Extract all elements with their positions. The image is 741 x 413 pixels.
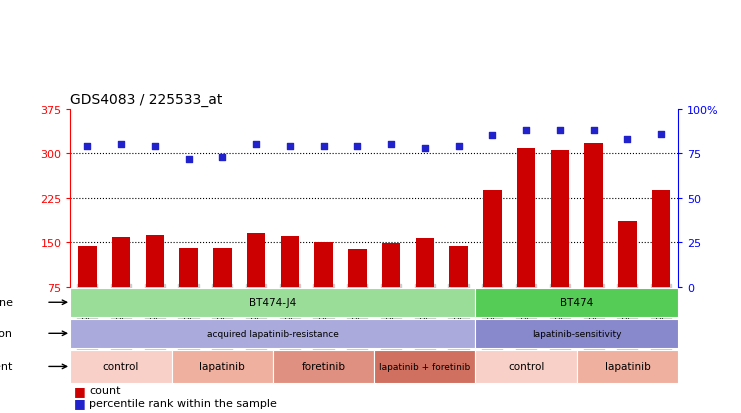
Text: ■: ■	[74, 396, 86, 409]
Point	[453, 143, 465, 150]
Point	[655, 131, 667, 138]
Text: control: control	[103, 361, 139, 372]
Text: foretinib: foretinib	[302, 361, 345, 372]
Text: GDS4083 / 225533_at: GDS4083 / 225533_at	[70, 93, 223, 107]
Text: lapatinib-sensitivity: lapatinib-sensitivity	[532, 329, 622, 338]
Bar	[483, 190, 502, 287]
Bar	[314, 242, 333, 287]
Text: lapatinib: lapatinib	[199, 361, 245, 372]
Bar	[618, 222, 637, 287]
Bar	[70, 319, 476, 348]
Bar	[585, 143, 603, 287]
Bar	[516, 149, 536, 287]
Text: lapatinib + foretinib: lapatinib + foretinib	[379, 362, 471, 371]
Text: lapatinib: lapatinib	[605, 361, 651, 372]
Point	[622, 136, 634, 143]
Bar	[348, 250, 367, 287]
Point	[385, 142, 397, 148]
Bar	[449, 247, 468, 287]
Bar	[476, 319, 678, 348]
Bar	[476, 350, 576, 383]
Point	[182, 156, 194, 162]
Text: agent: agent	[0, 361, 13, 372]
Bar	[70, 350, 172, 383]
Text: control: control	[508, 361, 545, 372]
Bar	[281, 237, 299, 287]
Text: BT474-J4: BT474-J4	[249, 297, 296, 308]
Bar	[70, 288, 476, 317]
Text: acquired lapatinib-resistance: acquired lapatinib-resistance	[207, 329, 339, 338]
Bar	[382, 244, 400, 287]
Point	[284, 143, 296, 150]
Point	[554, 128, 566, 134]
Text: cell line: cell line	[0, 297, 13, 308]
Bar	[551, 151, 569, 287]
Point	[351, 143, 363, 150]
Point	[588, 128, 599, 134]
Point	[318, 143, 330, 150]
Point	[250, 142, 262, 148]
Bar	[213, 248, 232, 287]
Bar	[179, 249, 198, 287]
Text: count: count	[89, 385, 121, 395]
Bar	[247, 234, 265, 287]
Bar	[172, 350, 273, 383]
Bar	[145, 235, 164, 287]
Bar	[78, 247, 96, 287]
Bar	[652, 190, 671, 287]
Bar	[416, 238, 434, 287]
Point	[115, 142, 127, 148]
Text: percentile rank within the sample: percentile rank within the sample	[89, 398, 277, 408]
Point	[486, 133, 498, 139]
Point	[82, 143, 93, 150]
Point	[520, 128, 532, 134]
Bar	[476, 288, 678, 317]
Bar	[273, 350, 374, 383]
Point	[419, 145, 431, 152]
Bar	[576, 350, 678, 383]
Point	[216, 154, 228, 161]
Text: ■: ■	[74, 384, 86, 397]
Bar	[374, 350, 476, 383]
Point	[149, 143, 161, 150]
Bar	[112, 238, 130, 287]
Text: BT474: BT474	[560, 297, 594, 308]
Text: genotype/variation: genotype/variation	[0, 328, 13, 339]
